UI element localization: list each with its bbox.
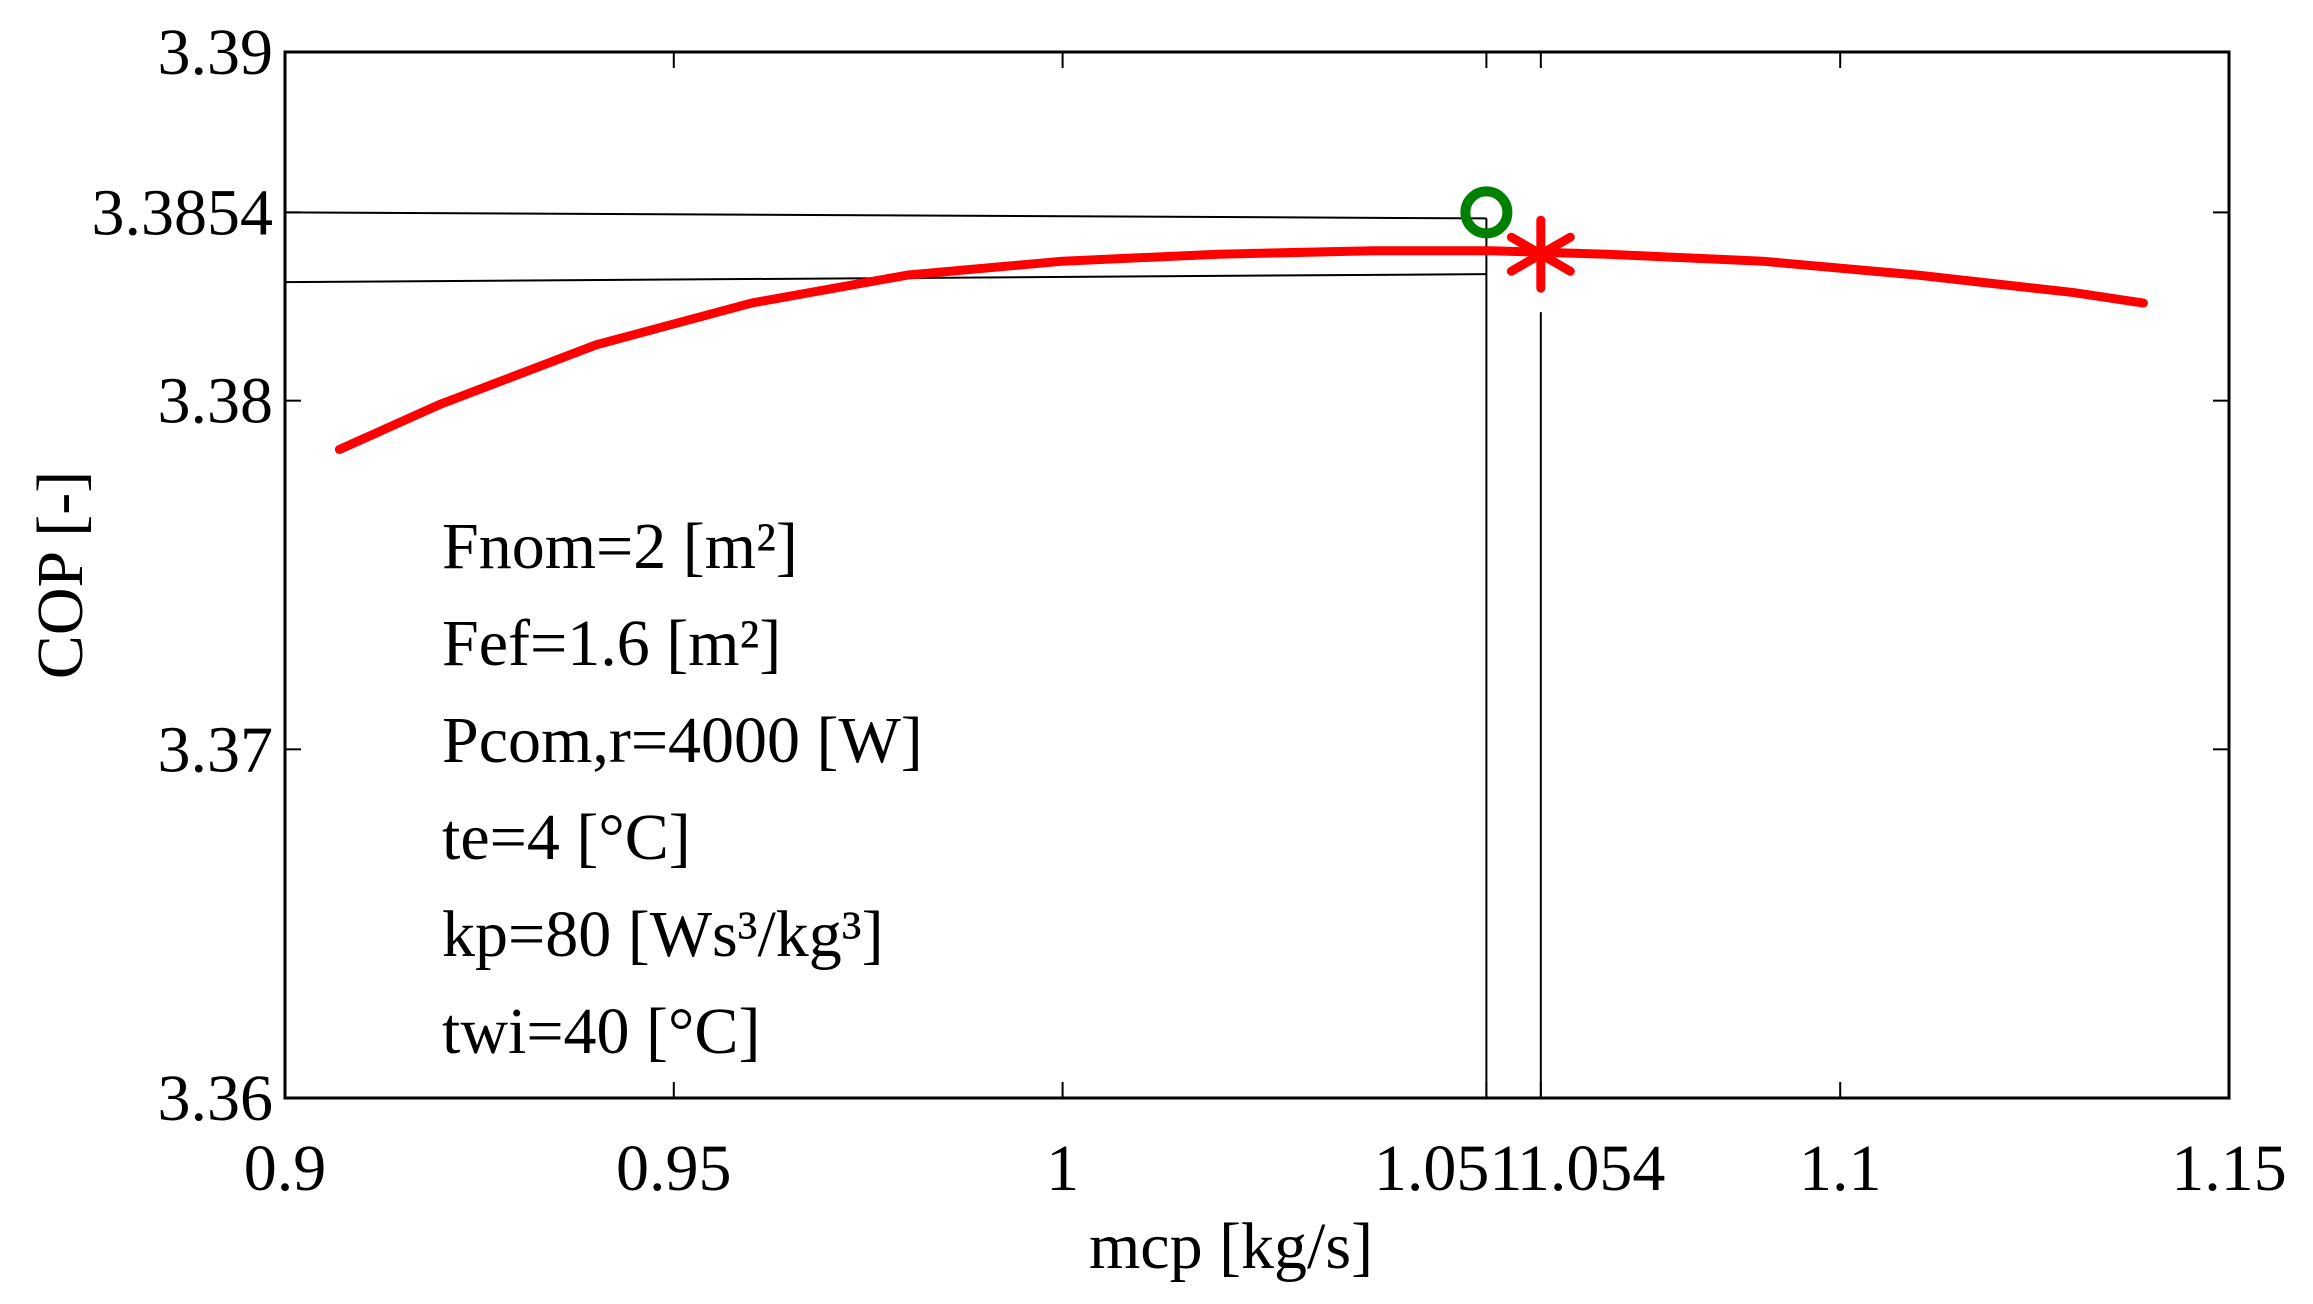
parameter-annotations: Fnom=2 [m²] Fef=1.6 [m²] Pcom,r=4000 [W] te… bbox=[442, 510, 923, 1068]
y-tick-label: 3.37 bbox=[158, 713, 274, 786]
x-tick-label: 0.95 bbox=[616, 1132, 732, 1205]
y-tick-label: 3.38 bbox=[158, 365, 274, 438]
optimum-circle-marker bbox=[1460, 186, 1513, 239]
y-tick-label: 3.36 bbox=[158, 1062, 274, 1135]
guide-horizontal-optimum bbox=[284, 211, 1487, 220]
x-tick-label: 1.051 bbox=[1374, 1132, 1523, 1205]
annotation-line: Fnom=2 [m²] bbox=[442, 510, 798, 583]
annotation-line: kp=80 [Ws³/kg³] bbox=[442, 898, 884, 971]
x-tick-label: 1.1 bbox=[1799, 1132, 1882, 1205]
annotation-line: twi=40 [°C] bbox=[442, 995, 760, 1068]
x-tick-label: 1.054 bbox=[1517, 1132, 1666, 1205]
annotation-line: te=4 [°C] bbox=[442, 801, 691, 874]
annotation-line: Pcom,r=4000 [W] bbox=[442, 704, 923, 777]
asterisk-marker bbox=[1506, 215, 1575, 293]
asterisk-stroke bbox=[1506, 232, 1575, 276]
cop-curve bbox=[334, 246, 2148, 454]
y-tick-label: 3.3854 bbox=[92, 176, 274, 249]
plot-background bbox=[285, 52, 2229, 1098]
series-layer bbox=[334, 246, 2148, 454]
plot-frame bbox=[283, 50, 2231, 1100]
x-tick-label: 1.15 bbox=[2171, 1132, 2287, 1205]
y-tick-label: 3.39 bbox=[158, 16, 274, 89]
x-tick-label: 0.9 bbox=[244, 1132, 327, 1205]
y-axis-label: COP [-] bbox=[24, 471, 97, 679]
x-axis-label: mcp [kg/s] bbox=[1089, 1210, 1373, 1283]
y-ticks: 3.36 3.37 3.38 3.3854 3.39 bbox=[92, 16, 2229, 1135]
x-tick-label: 1 bbox=[1046, 1132, 1079, 1205]
markers-layer bbox=[1460, 186, 1575, 293]
annotation-line: Fef=1.6 [m²] bbox=[442, 607, 781, 680]
